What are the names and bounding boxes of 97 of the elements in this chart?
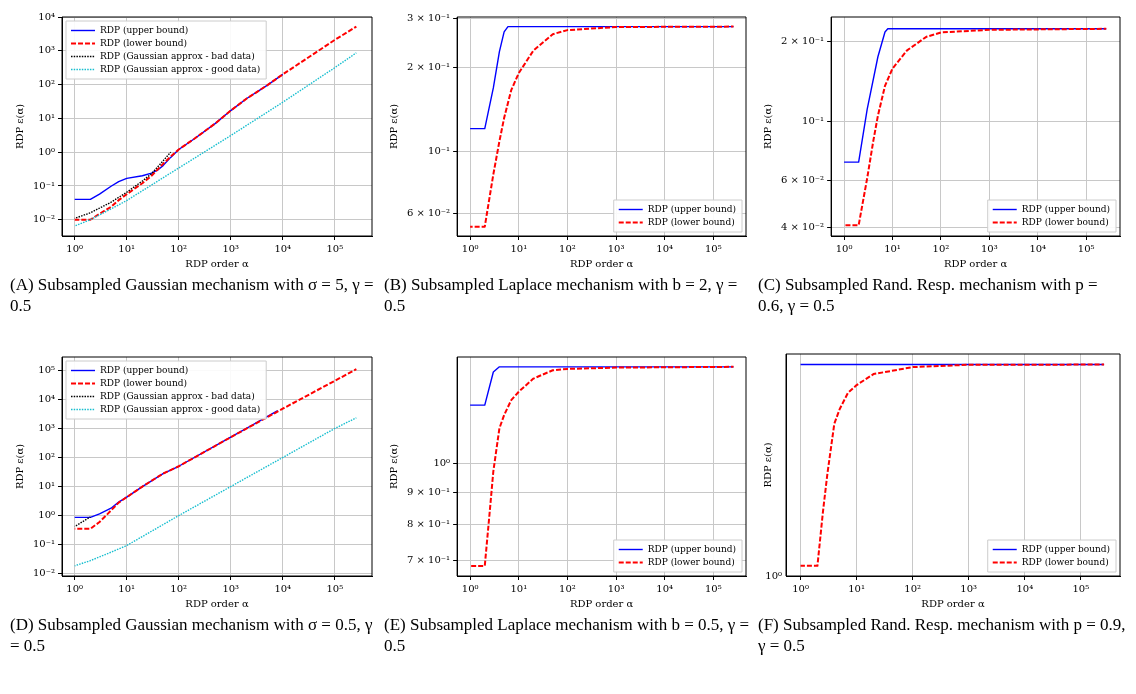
x-tick-label: 10⁵ (704, 242, 722, 254)
legend-label: RDP (upper bound) (1021, 203, 1111, 214)
y-tick-label: 10⁰ (433, 457, 451, 469)
y-axis-title: RDP ε(α) (387, 443, 399, 490)
legend-label: RDP (lower bound) (647, 556, 735, 567)
x-tick-label: 10⁰ (461, 582, 479, 594)
legend-label: RDP (Gaussian approx - bad data) (100, 390, 255, 401)
legend-label: RDP (Gaussian approx - bad data) (100, 50, 255, 61)
x-tick-label: 10⁵ (326, 242, 344, 254)
text: (B) Subsampled Laplace mechanism with b = 2, γ = 0.5 (383, 274, 739, 317)
y-tick-label: 10⁻¹ (33, 179, 56, 191)
y-tick-label: 10³ (38, 422, 56, 434)
y-axis-title: RDP ε(α) (13, 443, 25, 490)
y-tick-label: 10⁰ (38, 509, 56, 521)
x-tick-label: 10³ (980, 242, 998, 254)
y-tick-label: 10⁻² (33, 567, 56, 579)
y-tick-label: 10⁻¹ (33, 538, 56, 550)
legend-label: RDP (Gaussian approx - good data) (100, 63, 261, 74)
y-tick-label: 7 × 10⁻¹ (406, 553, 451, 565)
y-tick-label: 10¹ (38, 480, 56, 492)
y-tick-label: 6 × 10⁻² (780, 173, 825, 185)
x-tick-label: 10² (559, 242, 576, 254)
y-tick-label: 10⁻² (33, 213, 56, 225)
x-axis-title: RDP order α (569, 257, 634, 269)
x-tick-label: 10² (932, 242, 950, 254)
y-tick-label: 10² (38, 451, 56, 463)
legend-label: RDP (upper bound) (100, 24, 189, 35)
x-tick-label: 10² (559, 582, 576, 594)
y-axis-title: RDP ε(α) (761, 103, 773, 150)
y-tick-label: 8 × 10⁻¹ (406, 517, 451, 529)
text: (E) Subsampled Laplace mechanism with b = 0.5, γ = 0.5 (383, 614, 751, 657)
y-tick-label: 2 × 10⁻¹ (406, 61, 451, 73)
x-tick-label: 10⁵ (704, 582, 722, 594)
y-axis-title: RDP ε(α) (13, 103, 25, 150)
y-tick-label: 10¹ (38, 111, 56, 123)
y-tick-label: 10⁴ (38, 393, 56, 405)
x-tick-label: 10⁰ (461, 242, 479, 254)
x-tick-label: 10⁴ (1029, 242, 1047, 254)
y-tick-label: 10⁰ (38, 145, 56, 157)
x-tick-label: 10¹ (884, 242, 901, 254)
x-tick-label: 10¹ (510, 242, 528, 254)
x-tick-label: 10⁰ (66, 582, 84, 594)
legend-label: RDP (upper bound) (647, 543, 737, 554)
y-tick-label: 9 × 10⁻¹ (406, 485, 451, 497)
y-tick-label: 10⁻¹ (428, 145, 451, 157)
x-tick-label: 10¹ (510, 582, 528, 594)
x-tick-label: 10⁵ (326, 582, 344, 594)
legend-label: RDP (lower bound) (100, 37, 187, 48)
x-tick-label: 10⁰ (835, 242, 853, 254)
y-tick-label: 10² (38, 78, 56, 90)
legend-label: RDP (lower bound) (100, 377, 187, 388)
x-tick-label: 10³ (222, 582, 240, 594)
x-axis-title: RDP order α (921, 597, 985, 609)
legend-label: RDP (upper bound) (647, 203, 737, 214)
x-tick-label: 10² (170, 242, 188, 254)
y-tick-label: 2 × 10⁻¹ (780, 34, 825, 46)
x-tick-label: 10¹ (118, 242, 136, 254)
y-tick-label: 10⁴ (38, 10, 56, 22)
x-tick-label: 10² (170, 582, 188, 594)
x-tick-label: 10⁴ (274, 582, 292, 594)
legend-label: RDP (lower bound) (1021, 556, 1109, 567)
y-axis-title: RDP ε(α) (387, 103, 399, 150)
x-tick-label: 10⁴ (1016, 582, 1034, 594)
text: (D) Subsampled Gaussian mechanism with σ = 0.5, γ = 0.5 (9, 614, 374, 657)
text: (C) Subsampled Rand. Resp. mechanism with p = 0.6, γ = 0.5 (757, 274, 1099, 317)
x-tick-label: 10³ (607, 242, 625, 254)
x-axis-title: RDP order α (569, 597, 634, 609)
x-tick-label: 10¹ (848, 582, 865, 594)
y-tick-label: 3 × 10⁻¹ (406, 11, 451, 23)
y-tick-label: 10⁻¹ (802, 114, 825, 126)
x-tick-label: 10⁴ (656, 242, 674, 254)
text: (F) Subsampled Rand. Resp. mechanism with p = 0.9, γ = 0.5 (757, 614, 1127, 657)
x-tick-label: 10⁵ (1072, 582, 1090, 594)
x-tick-label: 10³ (222, 242, 240, 254)
y-tick-label: 4 × 10⁻² (780, 220, 825, 232)
x-tick-label: 10³ (960, 582, 978, 594)
text: 10⁰ (765, 569, 782, 581)
x-axis-title: RDP order α (185, 257, 249, 269)
y-tick-label: 10⁵ (38, 364, 56, 376)
y-tick-label: 10³ (38, 44, 56, 56)
legend-label: RDP (lower bound) (1021, 216, 1109, 227)
legend-label: RDP (lower bound) (647, 216, 735, 227)
legend-label: RDP (Gaussian approx - good data) (100, 403, 261, 414)
legend-label: RDP (upper bound) (1021, 543, 1111, 554)
text: (A) Subsampled Gaussian mechanism with σ = 5, γ = 0.5 (9, 274, 375, 317)
x-tick-label: 10⁴ (656, 582, 674, 594)
legend-label: RDP (upper bound) (100, 364, 189, 375)
x-tick-label: 10² (904, 582, 922, 594)
x-tick-label: 10⁰ (66, 242, 84, 254)
x-tick-label: 10⁴ (274, 242, 292, 254)
x-tick-label: 10³ (607, 582, 625, 594)
x-tick-label: 10⁵ (1077, 242, 1095, 254)
x-tick-label: 10¹ (118, 582, 136, 594)
y-tick-label: 6 × 10⁻² (406, 207, 451, 219)
y-axis-title: RDP ε(α) (761, 442, 773, 488)
x-axis-title: RDP order α (185, 597, 249, 609)
x-axis-title: RDP order α (943, 257, 1008, 269)
